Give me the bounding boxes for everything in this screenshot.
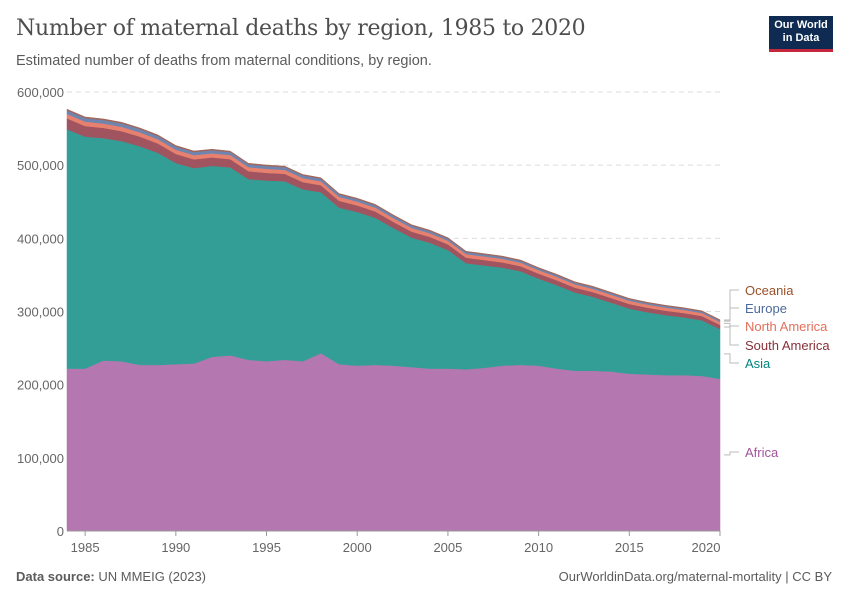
x-tick-label: 1990	[161, 540, 190, 555]
legend-label-europe: Europe	[745, 301, 787, 316]
footer-link[interactable]: OurWorldinData.org/maternal-mortality | …	[558, 569, 832, 584]
legend-connector	[724, 451, 739, 456]
legend-label-asia: Asia	[745, 356, 771, 371]
y-tick-label: 100,000	[17, 451, 64, 466]
data-source: Data source: UN MMEIG (2023)	[16, 569, 207, 584]
legend-connector	[724, 326, 739, 346]
x-tick-label: 1985	[71, 540, 100, 555]
area-oceania	[66, 108, 721, 321]
legend-label-north-america: North America	[745, 319, 828, 334]
y-tick-label: 200,000	[17, 378, 64, 393]
x-tick-label: 2020	[692, 540, 721, 555]
legend-connector	[724, 307, 739, 322]
x-tick-label: 2005	[433, 540, 462, 555]
y-tick-label: 500,000	[17, 158, 64, 173]
owid-logo[interactable]: Our World in Data	[769, 16, 833, 52]
x-tick-label: 2015	[615, 540, 644, 555]
y-tick-label: 300,000	[17, 305, 64, 320]
y-tick-label: 0	[57, 524, 64, 539]
x-tick-label: 1995	[252, 540, 281, 555]
area-africa	[66, 352, 721, 532]
legend-label-oceania: Oceania	[745, 283, 794, 298]
legend-connector	[724, 353, 739, 364]
x-tick-label: 2000	[343, 540, 372, 555]
area-asia	[66, 128, 721, 380]
y-tick-label: 600,000	[17, 85, 64, 100]
legend-label-africa: Africa	[745, 445, 779, 460]
legend-connector	[724, 289, 739, 321]
legend-label-south-america: South America	[745, 338, 830, 353]
y-tick-label: 400,000	[17, 231, 64, 246]
x-tick-label: 2010	[524, 540, 553, 555]
chart-title: Number of maternal deaths by region, 198…	[16, 16, 586, 41]
chart-subtitle: Estimated number of deaths from maternal…	[16, 53, 432, 69]
legend-connector	[724, 322, 739, 327]
